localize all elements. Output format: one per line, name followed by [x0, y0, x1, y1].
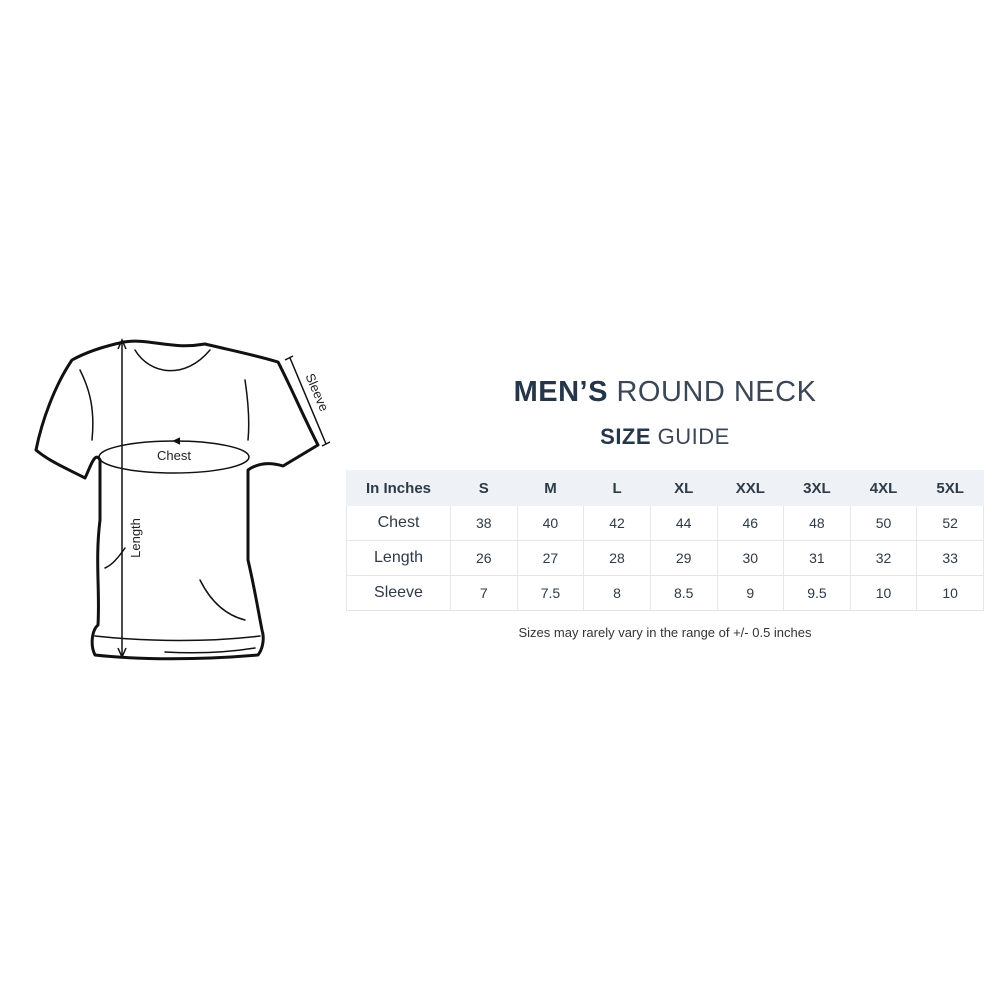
sleeve-label: Sleeve	[302, 371, 331, 413]
table-cell: 40	[516, 505, 585, 541]
table-cell: 28	[583, 540, 651, 576]
table-header-row: In Inches S M L XL XXL 3XL 4XL 5XL	[346, 470, 984, 506]
table-cell: 26	[450, 540, 518, 576]
table-cell: 32	[849, 540, 918, 576]
table-cell: 42	[583, 505, 651, 541]
table-cell: 8.5	[649, 575, 718, 611]
table-cell: 52	[916, 505, 984, 541]
table-cell: 29	[649, 540, 718, 576]
chest-label: Chest	[157, 448, 191, 463]
table-row: Length 26 27 28 29 30 31 32 33	[346, 540, 984, 576]
table-cell: 27	[516, 540, 585, 576]
table-cell: 10	[849, 575, 918, 611]
header-cell: M	[516, 470, 585, 506]
header-cell: In Inches	[346, 470, 451, 506]
header-cell: 5XL	[916, 470, 984, 506]
subtitle-light: GUIDE	[657, 424, 730, 449]
table-cell: 9.5	[783, 575, 851, 611]
table-cell: 7.5	[516, 575, 585, 611]
row-label: Sleeve	[346, 575, 451, 611]
table-cell: 33	[916, 540, 984, 576]
table-cell: 31	[783, 540, 851, 576]
tshirt-diagram: Chest Length Sleeve	[34, 338, 332, 661]
table-cell: 8	[583, 575, 651, 611]
row-label: Chest	[346, 505, 451, 541]
title-light: ROUND NECK	[616, 376, 817, 408]
page-subtitle: SIZE GUIDE	[345, 424, 985, 450]
header-cell: S	[450, 470, 518, 506]
table-cell: 30	[716, 540, 785, 576]
row-label: Length	[346, 540, 451, 576]
length-label: Length	[128, 518, 143, 558]
size-table: In Inches S M L XL XXL 3XL 4XL 5XL Chest 38 40 42 44…	[346, 470, 984, 611]
header-cell: 3XL	[783, 470, 851, 506]
subtitle-bold: SIZE	[600, 424, 652, 449]
table-cell: 48	[783, 505, 851, 541]
shirt-outline	[34, 339, 320, 661]
table-cell: 10	[916, 575, 984, 611]
table-cell: 7	[450, 575, 518, 611]
size-note: Sizes may rarely vary in the range of +/…	[518, 625, 812, 640]
table-row: Chest 38 40 42 44 46 48 50 52	[346, 505, 984, 541]
header-cell: 4XL	[849, 470, 918, 506]
table-row: Sleeve 7 7.5 8 8.5 9 9.5 10 10	[346, 575, 984, 611]
title-bold: MEN’S	[513, 376, 608, 408]
table-cell: 46	[716, 505, 785, 541]
table-cell: 38	[450, 505, 518, 541]
table-cell: 9	[716, 575, 785, 611]
page-title: MEN’S ROUND NECK	[345, 376, 985, 409]
table-cell: 50	[849, 505, 918, 541]
header-cell: L	[583, 470, 651, 506]
header-cell: XL	[649, 470, 718, 506]
header-cell: XXL	[716, 470, 785, 506]
sleeve-measure-line	[289, 357, 327, 445]
table-cell: 44	[649, 505, 718, 541]
